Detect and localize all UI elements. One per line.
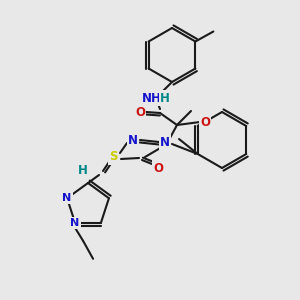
Text: N: N: [62, 193, 72, 203]
Text: N: N: [128, 134, 138, 146]
Text: N: N: [160, 136, 170, 148]
Text: N: N: [70, 218, 80, 228]
Text: O: O: [200, 116, 210, 128]
Text: H: H: [78, 164, 88, 176]
Text: S: S: [109, 151, 117, 164]
Text: O: O: [153, 161, 163, 175]
Text: NH: NH: [142, 92, 162, 104]
Text: O: O: [135, 106, 145, 118]
Text: H: H: [160, 92, 170, 104]
